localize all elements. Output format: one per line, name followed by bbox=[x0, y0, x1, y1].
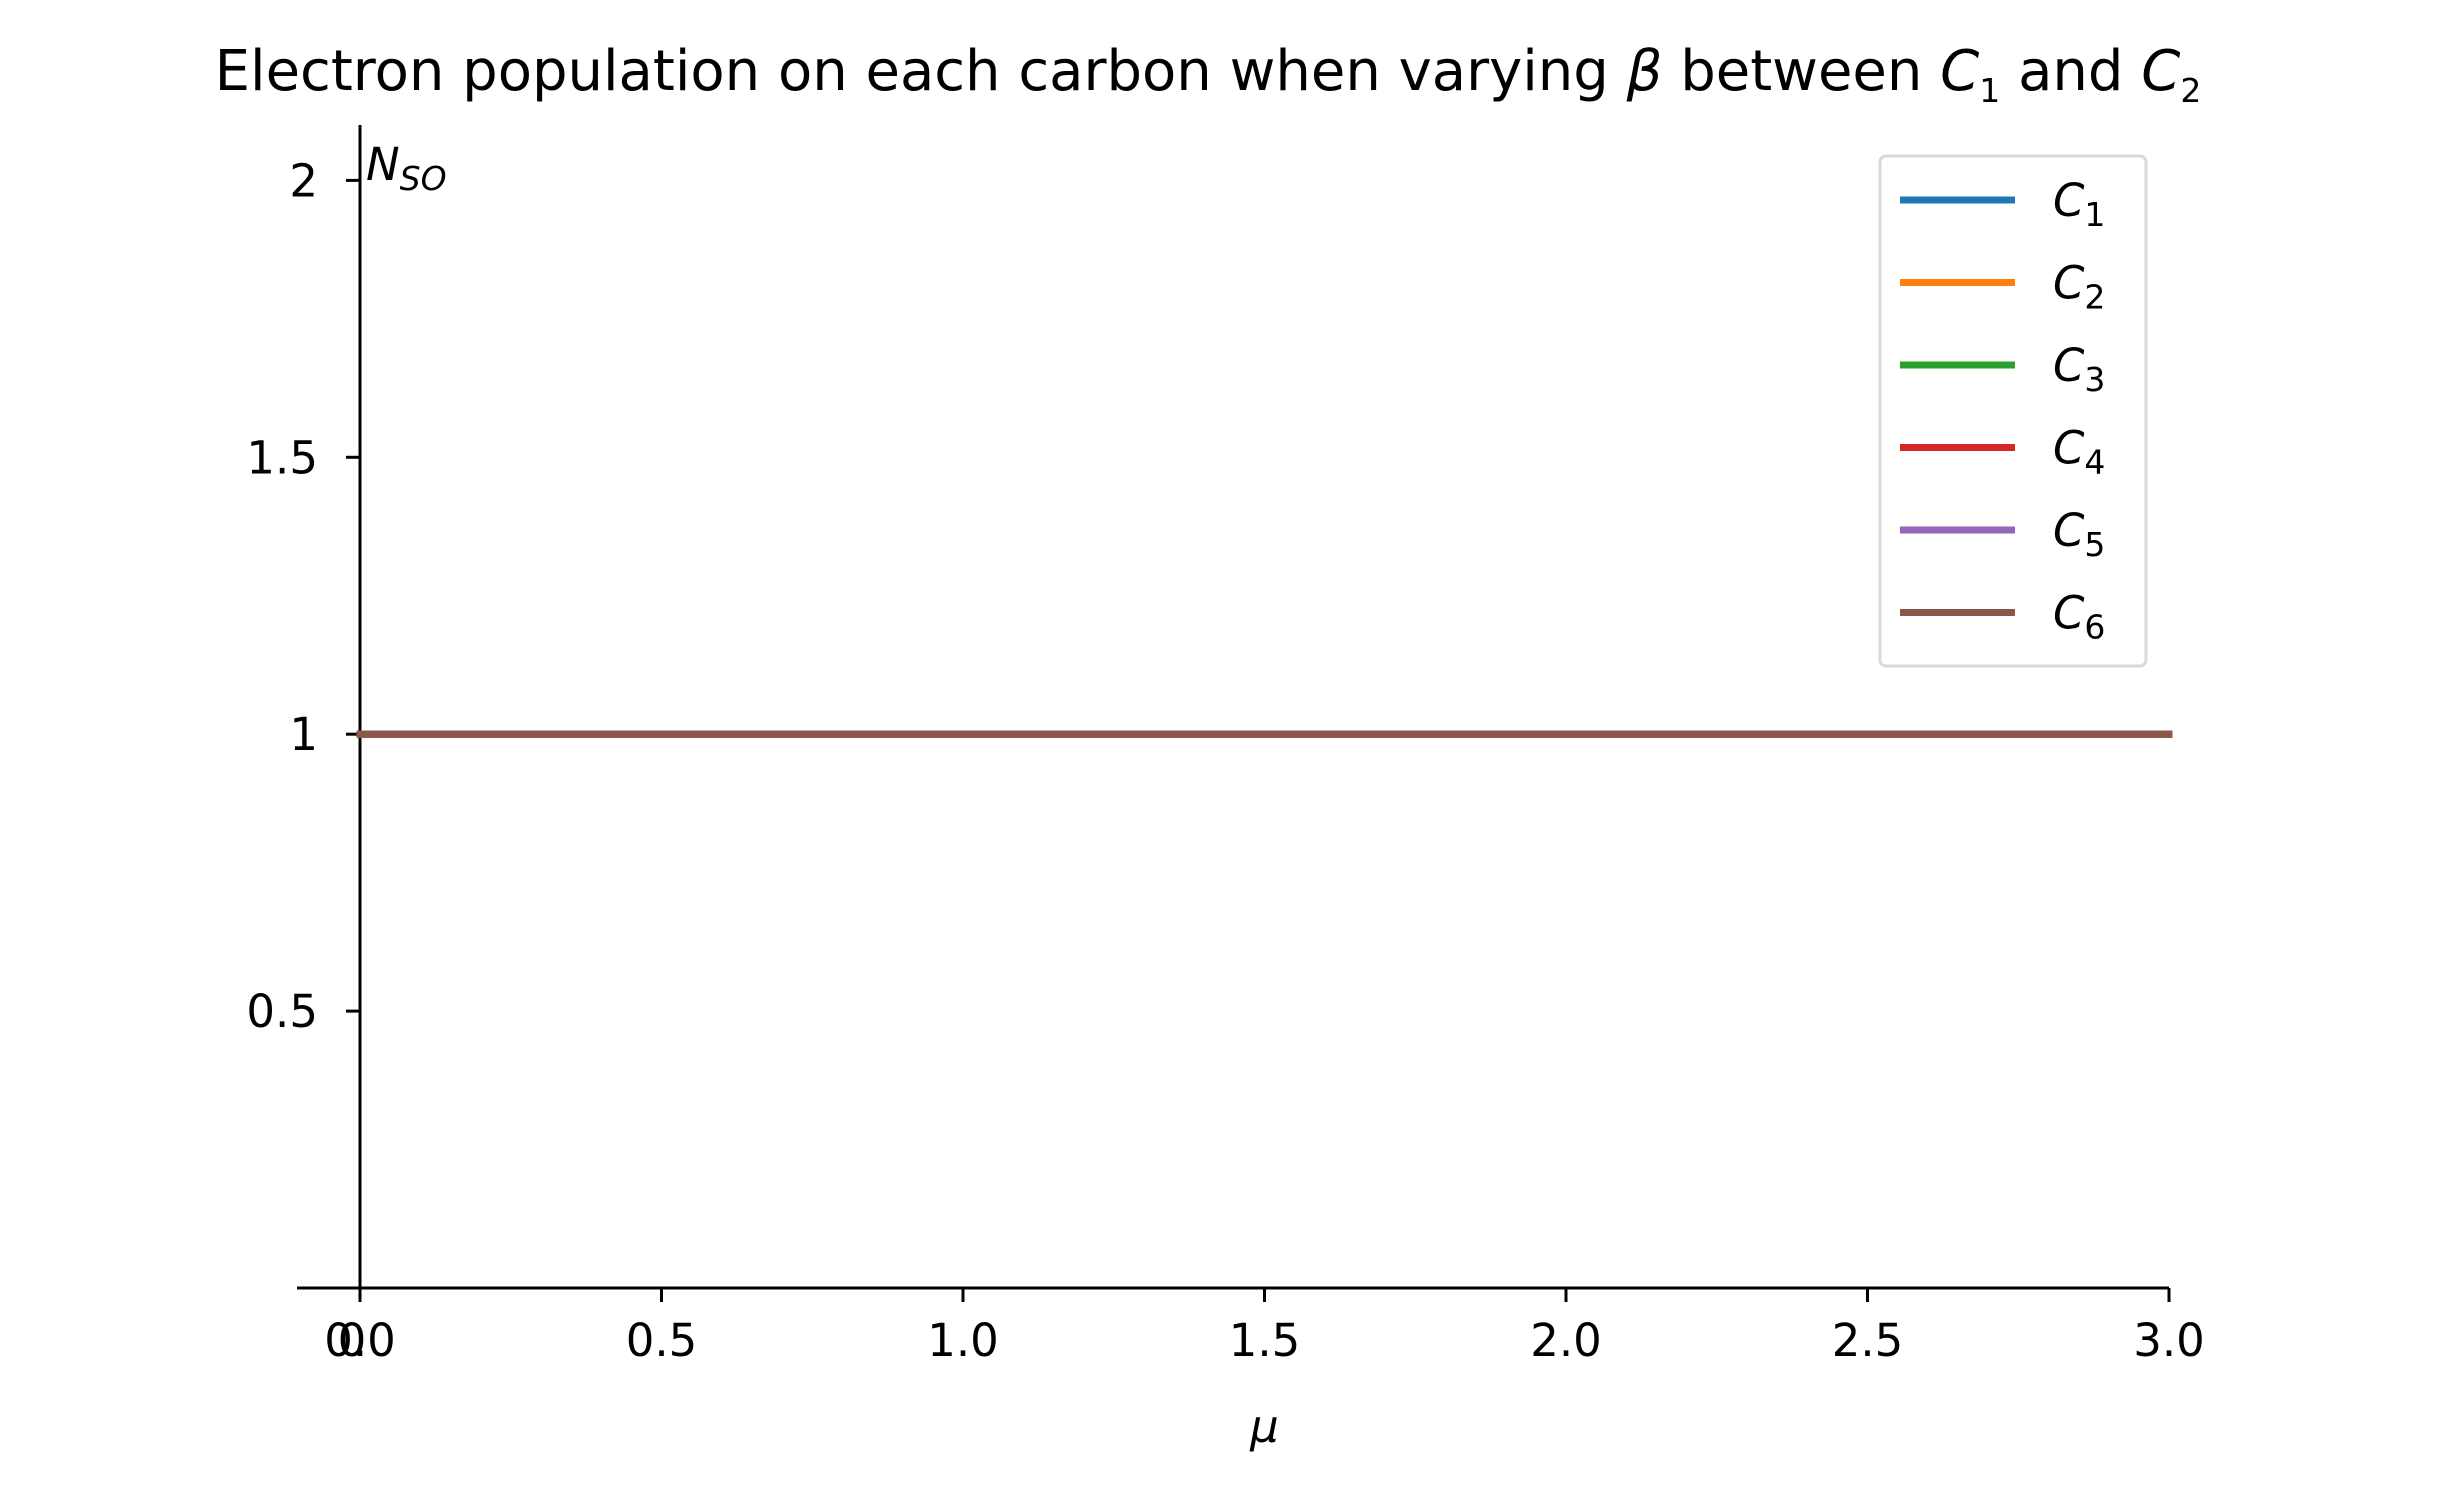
x-tick-label: 0.5 bbox=[626, 1314, 698, 1367]
legend-label: C1 bbox=[2053, 174, 2105, 234]
legend-label: C6 bbox=[2053, 587, 2105, 647]
legend-item: C4 bbox=[1900, 422, 2105, 482]
legend-label: C4 bbox=[2053, 422, 2105, 482]
legend-item: C5 bbox=[1900, 504, 2105, 564]
x-tick-label: 2.5 bbox=[1832, 1314, 1904, 1367]
y-ticks: 0.5 1 1.5 2 bbox=[246, 154, 360, 1038]
legend-item: C2 bbox=[1900, 257, 2105, 317]
x-tick-label: 1.5 bbox=[1229, 1314, 1301, 1367]
x-tick-label: 0.0 bbox=[324, 1314, 396, 1367]
x-axis-label: μ bbox=[1249, 1400, 1279, 1453]
y-tick-label: 1 bbox=[289, 708, 318, 761]
y-tick-label: 0.5 bbox=[246, 985, 318, 1038]
legend-item: C3 bbox=[1900, 339, 2105, 399]
legend-box bbox=[1878, 154, 2148, 668]
y-tick-label: 2 bbox=[289, 154, 318, 207]
x-tick-label: 3.0 bbox=[2133, 1314, 2205, 1367]
y-axis-label: NSO bbox=[366, 138, 447, 198]
legend-items: C1 C2 C3 C4 C5 C6 bbox=[1900, 174, 2105, 647]
x-tick-label: 1.0 bbox=[927, 1314, 999, 1367]
y-tick-label: 1.5 bbox=[246, 431, 318, 484]
x-origin-label: 0 bbox=[338, 1314, 367, 1367]
legend: C1 C2 C3 C4 C5 C6 bbox=[1878, 154, 2148, 668]
x-tick-label: 2.0 bbox=[1530, 1314, 1602, 1367]
x-ticks: 0.0 0.5 1.0 1.5 2.0 2.5 3.0 bbox=[324, 1288, 2205, 1367]
legend-label: C5 bbox=[2053, 504, 2105, 564]
chart-title: Electron population on each carbon when … bbox=[215, 39, 2202, 110]
legend-label: C2 bbox=[2053, 257, 2105, 317]
legend-item: C6 bbox=[1900, 587, 2105, 647]
legend-item: C1 bbox=[1900, 174, 2105, 234]
legend-label: C3 bbox=[2053, 339, 2105, 399]
